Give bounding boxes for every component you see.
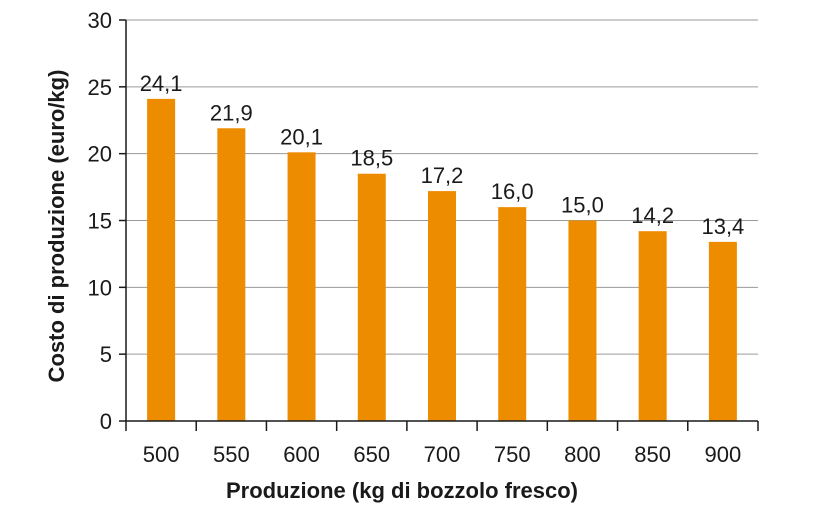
data-label: 21,9 — [210, 100, 253, 125]
data-label: 16,0 — [491, 179, 534, 204]
bars — [147, 98, 737, 421]
data-label: 14,2 — [631, 203, 674, 228]
x-tick-label: 650 — [353, 442, 390, 467]
y-tick-label: 5 — [100, 342, 112, 367]
bar-700 — [428, 191, 456, 421]
bar-550 — [217, 128, 246, 421]
y-tick-label: 10 — [88, 275, 112, 300]
bar-600 — [287, 152, 316, 421]
y-tick-label: 15 — [88, 209, 112, 234]
data-label: 17,2 — [421, 163, 464, 188]
y-tick-label: 25 — [88, 75, 112, 100]
data-label: 18,5 — [350, 146, 393, 171]
data-label: 15,0 — [561, 193, 604, 218]
y-tick-label: 20 — [88, 142, 112, 167]
x-tick-label: 700 — [424, 442, 461, 467]
x-tick-label: 900 — [705, 442, 742, 467]
data-label: 20,1 — [280, 124, 323, 149]
x-tick-label: 600 — [283, 442, 320, 467]
bar-500 — [147, 98, 176, 421]
x-axis-title: Produzione (kg di bozzolo fresco) — [226, 478, 578, 503]
x-tick-label: 500 — [143, 442, 180, 467]
axes — [119, 19, 759, 431]
bar-750 — [498, 207, 527, 421]
y-axis-title: Costo di produzione (euro/kg) — [44, 70, 69, 383]
x-tick-label: 800 — [564, 442, 601, 467]
labels: 0 5 10 15 20 25 30 24,1 500 21,9 550 20,1 600 18,5 650… — [88, 8, 745, 467]
data-label: 13,4 — [701, 214, 744, 239]
y-tick-label: 0 — [100, 409, 112, 434]
bar-850 — [638, 231, 667, 421]
bar-900 — [708, 241, 737, 421]
x-tick-label: 850 — [634, 442, 671, 467]
x-tick-label: 550 — [213, 442, 250, 467]
x-tick-label: 750 — [494, 442, 531, 467]
data-label: 24,1 — [140, 71, 183, 96]
bar-800 — [568, 220, 597, 421]
y-tick-label: 30 — [88, 8, 112, 33]
bar-650 — [357, 173, 386, 421]
